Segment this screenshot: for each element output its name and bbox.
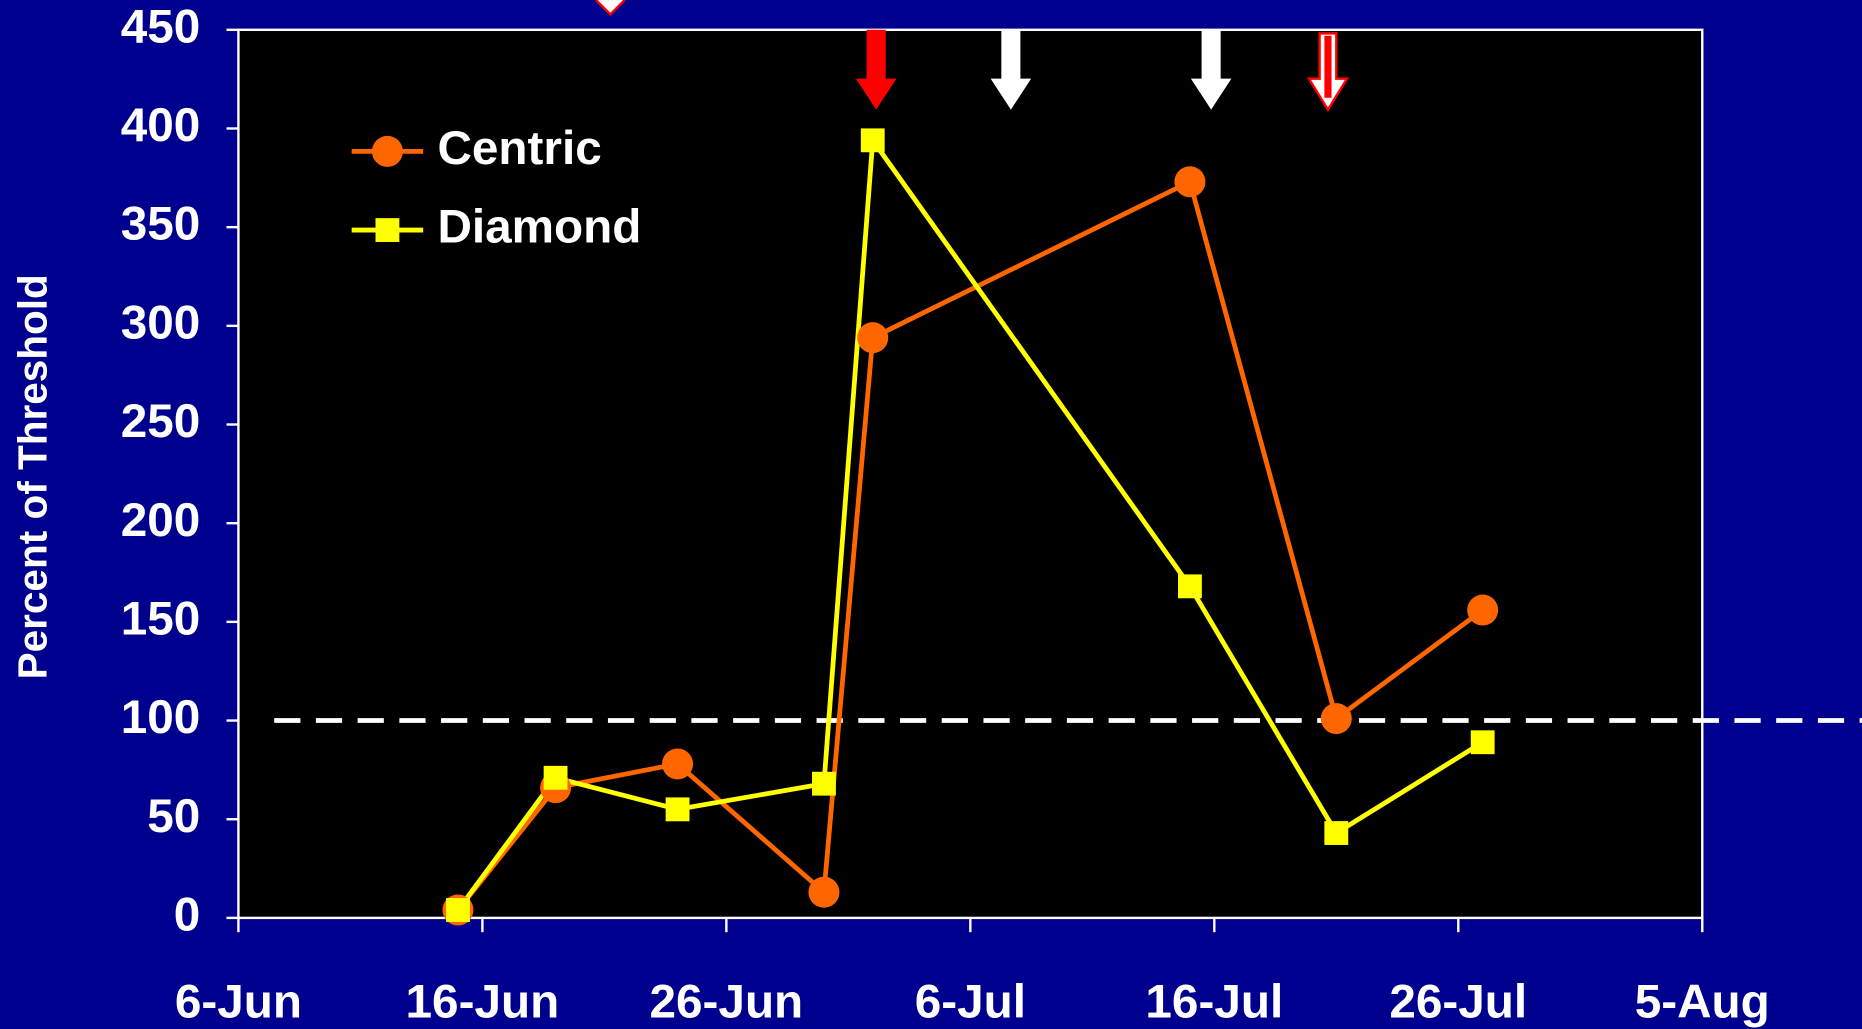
marker [1470, 730, 1495, 755]
y-axis-title: Percent of Threshold [9, 274, 55, 679]
x-tick-label: 16-Jul [1145, 976, 1283, 1029]
y-tick-label: 150 [121, 592, 201, 645]
arrow [1190, 29, 1232, 110]
marker [860, 128, 885, 153]
marker [812, 771, 836, 796]
x-tick-label: 26-Jul [1389, 976, 1527, 1029]
legend-label: Diamond [437, 201, 641, 254]
series-line [456, 133, 1484, 912]
arrow [990, 29, 1032, 110]
marker [446, 898, 470, 922]
x-tick-label: 6-Jul [915, 976, 1026, 1029]
x-tick-label: 6-Jun [175, 976, 302, 1029]
legend-marker [375, 218, 400, 242]
y-tick-label: 400 [121, 99, 201, 152]
marker [543, 765, 568, 790]
marker [1324, 821, 1349, 845]
marker [1177, 574, 1202, 599]
arrows [595, 0, 1350, 112]
marker [1320, 703, 1352, 735]
legend-label: Centric [437, 122, 601, 175]
legend-marker [371, 135, 403, 167]
y-tick-label: 250 [121, 395, 201, 448]
plot-area [237, 28, 1704, 920]
arrow [595, 0, 626, 16]
x-tick-label: 16-Jun [406, 976, 560, 1029]
marker [662, 748, 694, 780]
marker [665, 797, 690, 822]
arrow [855, 29, 897, 110]
arrow-inner [1324, 35, 1332, 98]
marker [1174, 166, 1206, 198]
x-tick-label: 26-Jun [650, 976, 804, 1029]
y-tick-label: 300 [121, 296, 201, 349]
y-tick-label: 200 [121, 494, 201, 547]
marker [857, 322, 889, 354]
marker [808, 876, 840, 908]
y-tick-label: 0 [174, 888, 201, 941]
y-tick-label: 50 [147, 790, 200, 843]
x-tick-label: 5-Aug [1635, 976, 1770, 1029]
y-tick-label: 100 [121, 691, 201, 744]
y-tick-label: 350 [121, 198, 201, 251]
y-tick-label: 450 [121, 0, 201, 53]
marker [1467, 594, 1499, 626]
